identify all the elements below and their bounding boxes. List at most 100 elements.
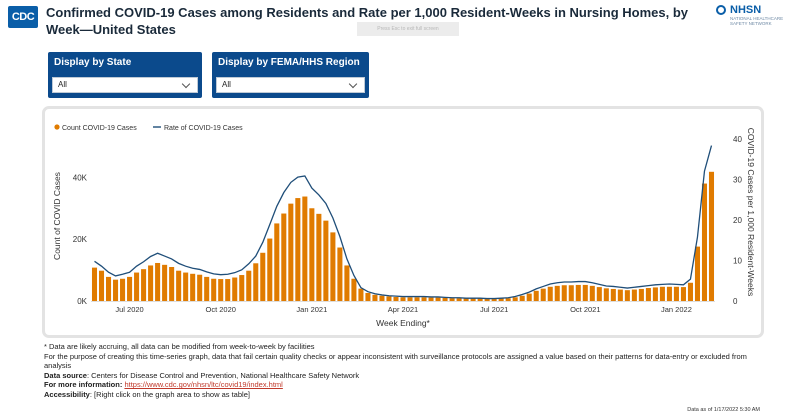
chart-bar <box>624 290 630 301</box>
region-select[interactable]: All <box>216 77 365 93</box>
chart-bar <box>596 287 602 301</box>
chart-bar <box>463 298 469 301</box>
cases-chart[interactable]: Count COVID-19 Cases Rate of COVID-19 Cas… <box>45 109 761 335</box>
chart-bar <box>442 297 448 301</box>
chart-bar <box>218 279 224 301</box>
chart-bar <box>91 267 98 301</box>
note-quality: For the purpose of creating this time-se… <box>44 351 747 371</box>
chart-bar <box>526 293 532 301</box>
nhsn-logo-subtitle: NATIONAL HEALTHCARE SAFETY NETWORK <box>730 16 784 26</box>
x-tick-label: Apr 2021 <box>388 305 418 314</box>
chart-bar <box>127 276 133 301</box>
chart-bar <box>113 279 119 301</box>
chart-bar <box>309 208 315 301</box>
nhsn-logo-icon <box>716 5 726 15</box>
chart-bar <box>589 285 595 301</box>
nhsn-logo-text: NHSN <box>730 4 762 16</box>
fullscreen-exit-tip: Press Esc to exit full screen <box>357 22 459 36</box>
y2-tick-label: 0 <box>733 297 738 306</box>
chart-bar <box>386 296 392 301</box>
chart-bar <box>421 297 427 301</box>
info-label: For more information <box>44 380 120 390</box>
chart-bar <box>239 275 245 301</box>
chart-bar <box>561 285 567 301</box>
state-filter-label: Display by State <box>54 57 132 68</box>
y2-tick-label: 20 <box>733 216 742 225</box>
chart-bar <box>505 298 511 301</box>
chart-bar <box>176 270 182 301</box>
y-tick-label: 0K <box>77 297 87 306</box>
chart-bar <box>204 276 210 301</box>
chevron-down-icon <box>348 79 358 89</box>
chart-bar <box>428 297 434 301</box>
x-tick-label: Jan 2022 <box>661 305 692 314</box>
chart-bar <box>232 277 238 301</box>
x-axis-title: Week Ending* <box>376 318 430 328</box>
page-title: Confirmed COVID-19 Cases among Residents… <box>46 5 688 37</box>
chart-bar <box>582 284 588 301</box>
chart-bar <box>519 295 525 301</box>
chart-bar <box>701 183 708 301</box>
chart-bar <box>617 289 623 301</box>
note-accruing: * Data are likely accruing, all data can… <box>44 342 315 351</box>
chart-bar <box>330 232 336 301</box>
legend-line-label: Rate of COVID-19 Cases <box>164 125 243 132</box>
note-accessibility: Accessibility: [Right click on the graph… <box>44 390 764 400</box>
info-link[interactable]: https://www.cdc.gov/nhsn/ltc/covid19/ind… <box>124 380 283 390</box>
chart-bar <box>477 298 483 301</box>
y-tick-label: 40K <box>73 173 88 182</box>
chart-bar <box>134 272 140 301</box>
chart-bar <box>673 286 679 301</box>
x-tick-label: Oct 2020 <box>205 305 235 314</box>
legend-bar-marker <box>54 124 60 130</box>
x-tick-label: Jul 2021 <box>480 305 508 314</box>
state-select[interactable]: All <box>52 77 198 93</box>
chart-bar <box>680 287 686 301</box>
chart-bar <box>379 295 385 301</box>
y2-tick-label: 10 <box>733 257 742 266</box>
note-source: Data source: Centers for Disease Control… <box>44 371 764 381</box>
region-select-value: All <box>222 80 231 89</box>
chart-bar <box>470 298 476 301</box>
chart-bar <box>400 297 406 301</box>
chart-bar <box>407 297 413 301</box>
chart-bar <box>155 262 161 301</box>
chart-bar <box>687 282 693 301</box>
chart-bar <box>449 298 455 301</box>
chart-bar <box>491 298 497 301</box>
chart-bar <box>183 272 189 301</box>
chart-bar <box>610 288 616 301</box>
cdc-logo: CDC <box>8 6 38 28</box>
chart-bar <box>666 286 672 301</box>
nhsn-logo: NHSN NATIONAL HEALTHCARE SAFETY NETWORK <box>716 4 786 32</box>
chart-bar <box>267 238 273 301</box>
chart-bar <box>106 276 112 301</box>
chart-bar <box>645 288 651 301</box>
chart-bar <box>337 247 343 301</box>
access-text: : [Right click on the graph area to show… <box>89 389 250 399</box>
chart-container[interactable]: Count COVID-19 Cases Rate of COVID-19 Cas… <box>42 106 764 338</box>
chart-bar <box>554 285 560 301</box>
legend-bar-label: Count COVID-19 Cases <box>62 125 137 132</box>
chart-bar <box>414 297 420 301</box>
chart-bar <box>197 274 203 301</box>
chart-bar <box>351 278 357 301</box>
state-filter: Display by State All <box>48 52 202 98</box>
chart-bar <box>652 287 658 301</box>
chart-bar <box>708 171 715 301</box>
chart-bar <box>393 296 399 301</box>
source-label: Data source <box>44 370 87 380</box>
chart-bar <box>631 289 637 301</box>
y-tick-label: 20K <box>73 235 88 244</box>
chart-bar <box>190 273 196 301</box>
chart-bar <box>120 278 126 301</box>
chart-bar <box>358 288 364 301</box>
chart-bar <box>274 223 280 301</box>
chart-bar <box>288 203 294 301</box>
y2-tick-label: 30 <box>733 176 742 185</box>
y-axis-title: Count of COVID Cases <box>52 172 62 260</box>
chart-bar <box>260 252 266 301</box>
chart-bar <box>575 284 581 301</box>
chart-bar <box>302 196 308 301</box>
note-info: For more information: https://www.cdc.go… <box>44 380 283 390</box>
